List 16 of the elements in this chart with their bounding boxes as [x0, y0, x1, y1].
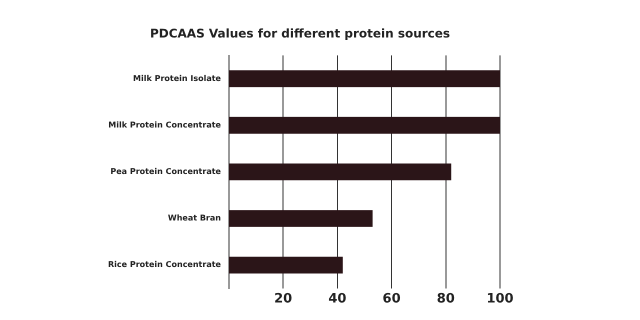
- y-tick-label: Milk Protein Isolate: [133, 74, 222, 83]
- bar: [228, 164, 452, 180]
- x-tick-label: 100: [486, 292, 514, 307]
- x-tick-label: 20: [274, 292, 292, 307]
- bar: [228, 210, 373, 227]
- bar: [228, 116, 500, 134]
- x-tick-label: 40: [328, 292, 346, 307]
- y-tick-label: Wheat Bran: [168, 214, 222, 223]
- y-tick-label: Rice Protein Concentrate: [108, 260, 222, 270]
- y-tick-label: Pea Protein Concentrate: [110, 166, 222, 176]
- bar: [228, 256, 343, 274]
- bar: [228, 70, 500, 88]
- chart-title: PDCAAS Values for different protein sources: [150, 26, 450, 40]
- y-tick-label: Milk Protein Concentrate: [108, 120, 222, 130]
- x-tick-label: 80: [436, 292, 455, 307]
- x-tick-label: 60: [382, 292, 401, 307]
